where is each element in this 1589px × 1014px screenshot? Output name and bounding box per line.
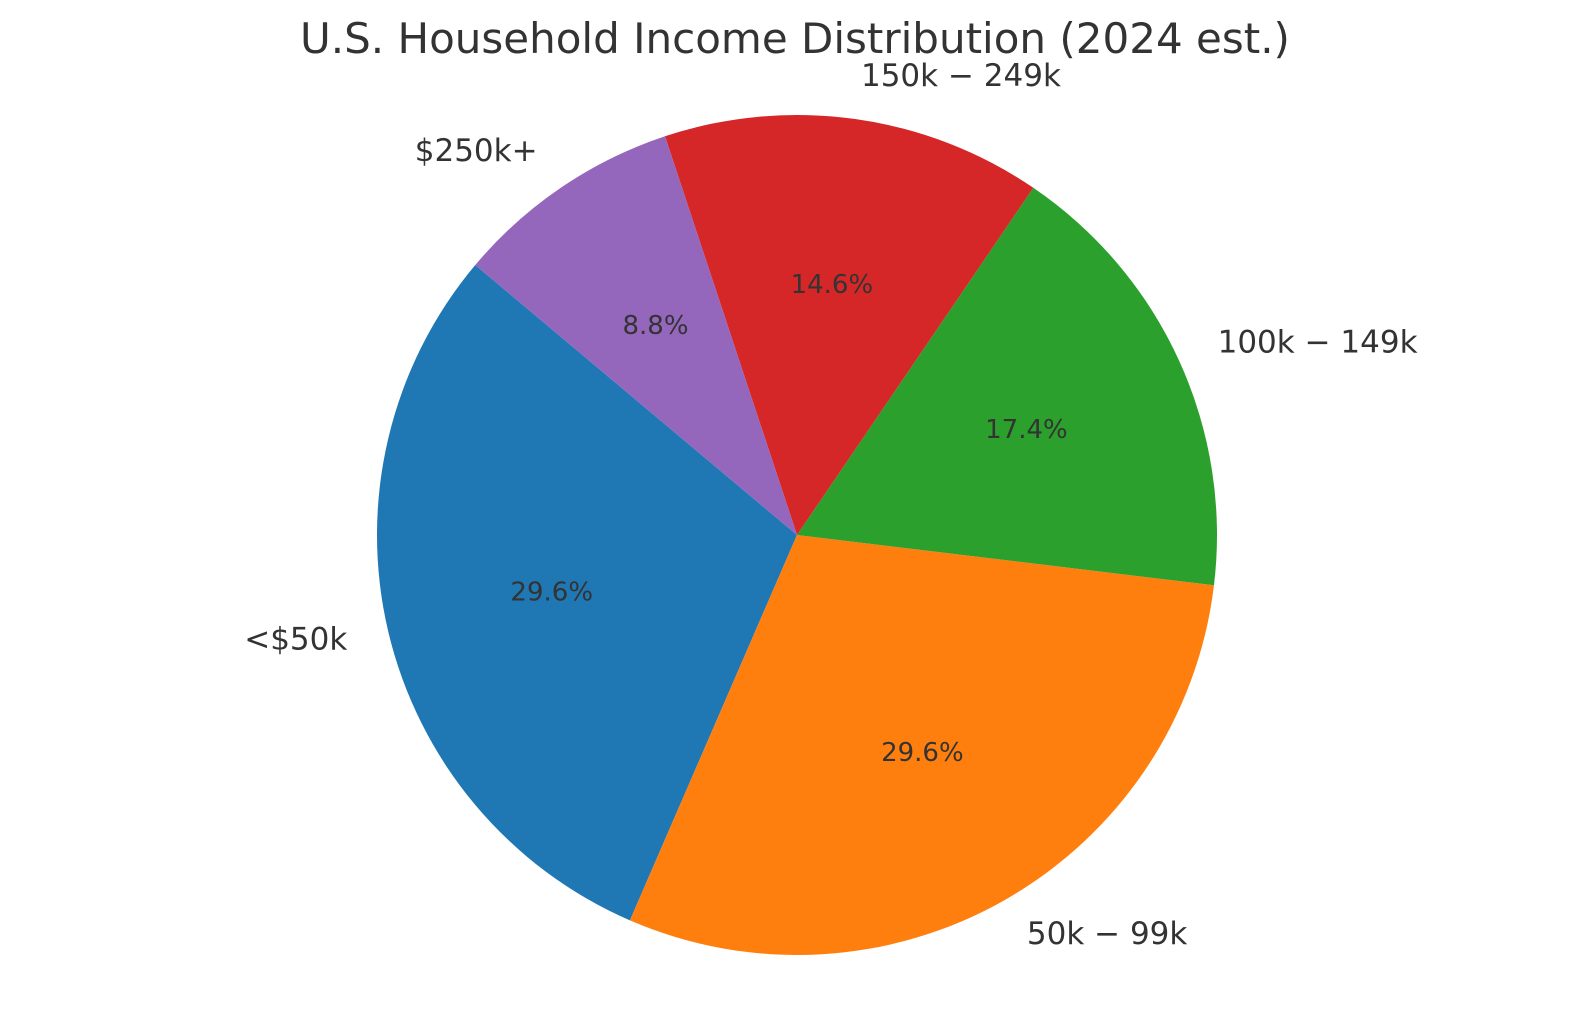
pie-slices — [376, 115, 1217, 956]
chart-title: U.S. Household Income Distribution (2024… — [300, 14, 1290, 63]
pie-slice-2 — [797, 187, 1217, 586]
pie-slice-0 — [376, 265, 797, 921]
slice-percent-1: 29.6% — [881, 738, 964, 768]
pie-slice-4 — [475, 136, 797, 535]
slice-percent-3: 14.6% — [791, 270, 874, 300]
slice-percent-4: 8.8% — [622, 311, 688, 341]
slice-percent-2: 17.4% — [985, 415, 1068, 445]
slice-percent-0: 29.6% — [510, 577, 593, 607]
slice-label-0: <$50k — [244, 622, 347, 658]
slice-label-4: $250k+ — [415, 133, 538, 169]
pie-slice-3 — [664, 115, 1034, 536]
slice-label-1: 50k − 99k — [1027, 916, 1188, 952]
pie-labels: <$50k 29.6% 50k − 99k 29.6% 100k − 149k 17.4%… — [244, 58, 1417, 952]
slice-label-3: 150k − 249k — [861, 58, 1061, 94]
slice-label-2: 100k − 149k — [1218, 324, 1418, 360]
pie-slice-1 — [629, 535, 1214, 956]
